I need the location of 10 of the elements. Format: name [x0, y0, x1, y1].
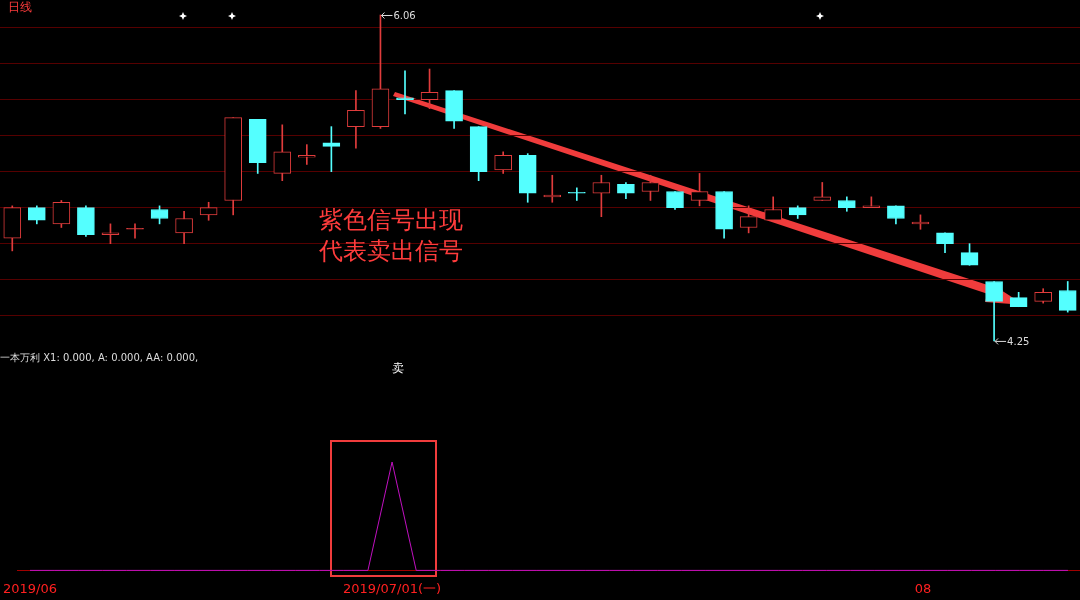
annotation: 代表卖出信号 [317, 236, 463, 265]
chart-title: 日线 [8, 0, 32, 15]
text: 卖 [392, 361, 405, 376]
x-tick-label: 08 [914, 580, 932, 596]
annotation: 紫色信号出现 [318, 205, 463, 234]
chart-subtitle: 一本万利 X1: 0.000, A: 0.000, AA: 0.000, [0, 351, 199, 363]
annotation: 4.25 [1007, 335, 1030, 347]
x-tick-label: 2019/06 [3, 580, 58, 596]
annotation: 6.06 [393, 9, 416, 21]
x-tick-label: 2019/07/01(一) [343, 580, 442, 596]
